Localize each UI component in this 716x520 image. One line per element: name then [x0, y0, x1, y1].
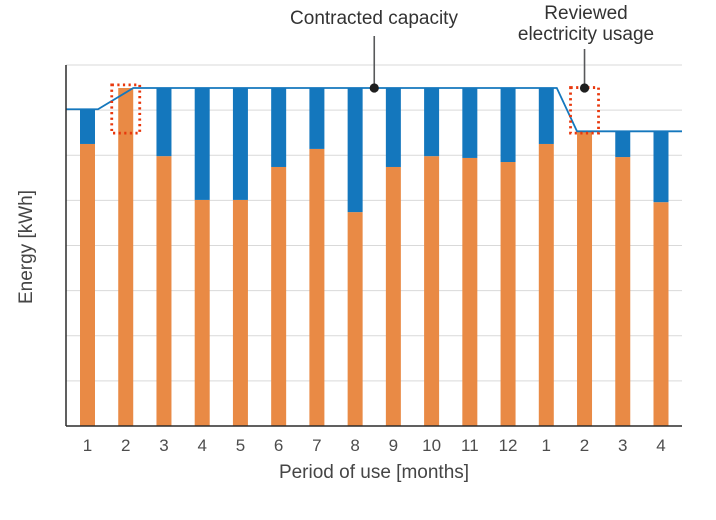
bar-usage-4 [194, 199, 210, 426]
bar-usage-12 [500, 162, 516, 427]
highlight-box-1 [110, 83, 142, 135]
bar-capacity-gap-9 [385, 88, 401, 167]
bar-capacity-gap-6 [271, 88, 287, 167]
bar-usage-16 [653, 202, 669, 426]
x-tick-label-11: 11 [461, 436, 479, 455]
bar-usage-8 [347, 212, 363, 426]
bar-usage-6 [271, 166, 287, 427]
x-tick-label-4: 4 [197, 436, 207, 455]
x-tick-label-16: 4 [656, 436, 666, 455]
x-tick-label-5: 5 [235, 436, 246, 455]
bar-capacity-gap-13 [538, 88, 554, 144]
x-tick-label-3: 3 [159, 436, 169, 455]
bar-usage-10 [424, 156, 440, 426]
x-tick-label-1: 1 [82, 436, 93, 455]
contracted-capacity-line [66, 87, 682, 133]
bar-capacity-gap-10 [424, 88, 440, 157]
x-tick-label-8: 8 [350, 436, 360, 455]
bar-capacity-gap-8 [347, 88, 363, 213]
bar-usage-1 [80, 143, 95, 426]
bar-capacity-gap-7 [309, 88, 325, 149]
bar-capacity-gap-11 [462, 88, 478, 158]
bar-capacity-gap-4 [194, 88, 210, 200]
x-tick-label-2: 2 [120, 436, 131, 455]
x-tick-label-6: 6 [273, 436, 284, 455]
bar-usage-9 [385, 166, 401, 427]
x-tick-label-13: 1 [541, 436, 552, 455]
bar-usage-13 [538, 143, 554, 426]
bar-usage-2 [118, 88, 134, 427]
annotation-reviewed-line1: Reviewed [544, 3, 628, 24]
bar-capacity-gap-16 [653, 131, 669, 203]
x-tick-label-9: 9 [388, 436, 399, 455]
bar-capacity-gap-3 [156, 88, 172, 157]
highlight-box-2 [569, 86, 600, 135]
annotation-dot-1 [369, 83, 379, 93]
bar-capacity-gap-5 [232, 88, 248, 200]
x-tick-label-14: 2 [579, 436, 590, 455]
x-tick-label-12: 12 [498, 436, 518, 455]
annotation-contracted-capacity: Contracted capacity [290, 8, 458, 29]
bar-usage-3 [156, 156, 172, 426]
bar-usage-15 [615, 157, 631, 426]
bar-capacity-gap-12 [500, 88, 516, 163]
bar-capacity-gap-1 [80, 109, 95, 144]
annotation-dot-2 [579, 83, 590, 93]
x-tick-label-15: 3 [618, 436, 628, 455]
x-axis-title: Period of use [months] [278, 462, 470, 483]
bar-usage-11 [462, 157, 478, 426]
x-tick-label-10: 10 [422, 436, 442, 455]
bar-usage-5 [232, 199, 248, 426]
annotation-reviewed-line2: electricity usage [517, 24, 655, 45]
y-axis-title: Energy [kWh] [16, 189, 37, 305]
bar-usage-7 [309, 148, 325, 426]
x-tick-label-7: 7 [312, 436, 322, 455]
annotation-reviewed-usage: Reviewed electricity usage [486, 3, 686, 45]
bar-capacity-gap-15 [615, 131, 631, 158]
bar-usage-14 [577, 131, 593, 427]
